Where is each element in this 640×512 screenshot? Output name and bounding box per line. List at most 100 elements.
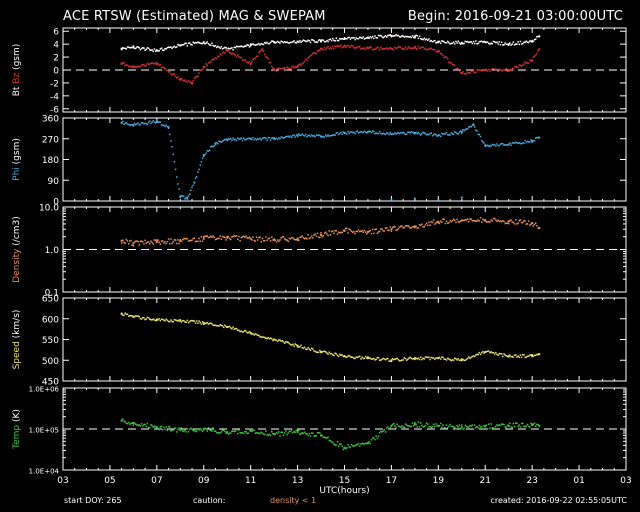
data-point xyxy=(283,41,286,43)
data-point xyxy=(287,67,289,69)
data-point xyxy=(210,429,212,432)
data-point xyxy=(502,142,504,145)
data-point xyxy=(156,239,158,241)
data-point xyxy=(286,239,288,241)
data-point xyxy=(275,41,278,44)
data-point xyxy=(410,130,413,133)
data-point xyxy=(351,445,354,447)
data-point xyxy=(123,123,125,125)
data-point xyxy=(126,240,129,242)
data-point xyxy=(496,353,498,356)
data-point xyxy=(479,426,482,428)
data-point xyxy=(204,65,206,68)
data-point xyxy=(516,356,518,358)
data-point xyxy=(456,132,458,135)
data-point xyxy=(201,240,204,243)
y-axis-label-part: Density xyxy=(12,248,22,283)
data-point xyxy=(158,428,160,431)
data-point xyxy=(477,353,479,356)
data-point xyxy=(166,69,169,71)
data-point xyxy=(369,35,372,38)
data-point xyxy=(197,41,199,44)
data-point xyxy=(296,40,299,43)
data-point xyxy=(449,358,451,361)
data-point xyxy=(462,219,464,222)
data-point xyxy=(165,69,167,71)
data-point xyxy=(199,321,201,324)
data-point xyxy=(405,48,408,51)
data-point xyxy=(163,426,165,429)
data-point xyxy=(348,132,350,135)
data-point xyxy=(480,40,483,43)
data-point xyxy=(422,357,424,360)
data-point xyxy=(143,243,145,245)
data-point xyxy=(324,134,327,136)
data-point xyxy=(409,425,411,428)
data-point xyxy=(534,54,537,56)
data-point xyxy=(437,198,440,201)
data-point xyxy=(530,354,532,356)
data-point xyxy=(271,338,273,340)
data-point xyxy=(469,72,471,74)
data-point xyxy=(332,134,334,137)
data-point xyxy=(159,63,162,66)
data-point xyxy=(537,354,539,356)
data-point xyxy=(234,46,237,49)
data-point xyxy=(471,355,474,358)
data-point xyxy=(519,354,522,356)
data-point xyxy=(215,57,218,60)
data-point xyxy=(120,122,123,125)
data-point xyxy=(476,353,478,356)
data-point xyxy=(316,41,319,43)
data-point xyxy=(360,230,362,233)
data-point xyxy=(228,138,231,141)
data-point xyxy=(342,38,345,40)
data-point xyxy=(519,219,522,221)
data-point xyxy=(347,130,349,133)
data-point xyxy=(363,357,366,360)
y-tick-label: 600 xyxy=(42,315,59,325)
data-point xyxy=(388,133,390,136)
data-point xyxy=(188,193,191,196)
data-point xyxy=(354,47,356,50)
data-point xyxy=(320,135,322,138)
data-point xyxy=(419,356,422,359)
data-point xyxy=(217,325,219,327)
data-point xyxy=(354,132,356,135)
data-point xyxy=(362,231,365,234)
data-point xyxy=(465,219,468,221)
data-point xyxy=(394,35,396,37)
data-point xyxy=(187,195,190,197)
data-point xyxy=(496,143,498,145)
data-point xyxy=(330,48,333,50)
data-point xyxy=(222,51,225,54)
data-point xyxy=(180,44,183,46)
data-point xyxy=(138,124,140,126)
data-point xyxy=(349,446,352,449)
y-tick-label: 4 xyxy=(53,41,59,51)
data-point xyxy=(507,44,510,46)
data-point xyxy=(452,133,455,135)
data-point xyxy=(333,232,335,235)
data-point xyxy=(342,229,345,232)
data-point xyxy=(427,133,429,135)
data-point xyxy=(242,432,245,435)
data-point xyxy=(317,134,320,136)
data-point xyxy=(468,426,470,428)
data-point xyxy=(322,436,325,439)
data-point xyxy=(310,235,313,237)
data-point xyxy=(145,242,148,244)
data-point xyxy=(132,65,135,67)
data-point xyxy=(516,223,518,225)
data-point xyxy=(279,339,281,341)
data-point xyxy=(394,46,396,48)
data-point xyxy=(259,50,261,53)
data-point xyxy=(217,45,219,48)
data-point xyxy=(366,357,368,359)
data-point xyxy=(249,43,252,45)
data-point xyxy=(315,52,318,55)
x-tick-label: 03 xyxy=(57,476,68,486)
data-point xyxy=(448,425,450,428)
data-point xyxy=(298,133,300,135)
data-point xyxy=(428,38,430,40)
